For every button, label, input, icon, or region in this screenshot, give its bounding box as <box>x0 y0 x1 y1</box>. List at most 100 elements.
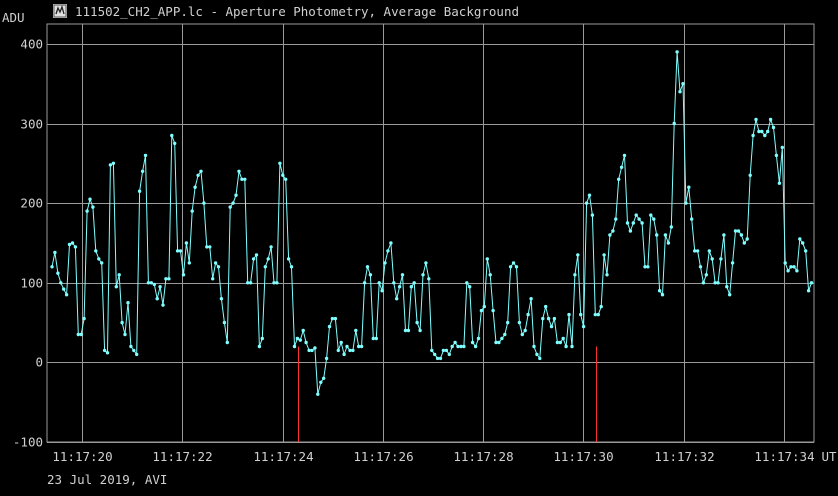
data-point <box>161 303 165 307</box>
data-point <box>555 340 560 345</box>
data-point <box>135 352 139 357</box>
data-point <box>479 308 484 313</box>
data-point <box>327 324 332 329</box>
data-point <box>801 241 805 245</box>
data-point <box>205 245 209 249</box>
data-point <box>774 153 779 158</box>
data-point <box>806 289 811 293</box>
data-point <box>149 281 153 285</box>
data-point <box>94 249 98 253</box>
x-tick-label: 11:17:20 <box>52 449 112 464</box>
data-point <box>406 328 411 333</box>
data-point <box>167 277 171 281</box>
data-point <box>681 82 685 86</box>
data-point <box>637 217 641 221</box>
data-point <box>403 328 408 333</box>
data-point <box>684 201 688 205</box>
data-point <box>579 312 583 317</box>
data-point <box>272 281 276 285</box>
data-point <box>251 257 256 261</box>
data-point <box>792 265 796 269</box>
data-point <box>184 241 189 245</box>
data-point <box>79 332 83 337</box>
data-point <box>763 133 767 138</box>
data-point <box>202 201 206 205</box>
data-point <box>263 265 267 269</box>
data-point <box>634 213 638 217</box>
data-point <box>336 348 340 353</box>
data-point <box>170 133 174 138</box>
data-point <box>760 129 764 134</box>
data-point <box>608 233 612 237</box>
data-point <box>459 344 463 349</box>
data-point <box>243 177 247 181</box>
data-point <box>175 249 180 253</box>
data-point <box>517 320 522 325</box>
data-point <box>757 129 761 134</box>
data-point <box>783 261 787 265</box>
data-point <box>669 225 673 229</box>
data-point <box>187 261 191 265</box>
data-point <box>786 269 790 273</box>
data-point <box>538 356 542 361</box>
data-point <box>97 257 101 261</box>
data-point <box>444 348 449 353</box>
data-point <box>529 297 533 301</box>
data-point <box>549 324 554 329</box>
data-point <box>301 328 305 333</box>
data-point <box>701 281 706 285</box>
data-point <box>655 233 659 237</box>
data-point <box>260 336 264 341</box>
data-point <box>304 340 308 345</box>
data-point <box>392 281 396 285</box>
data-point <box>698 265 703 269</box>
data-point <box>292 344 297 349</box>
data-point <box>275 281 279 285</box>
data-point <box>693 249 697 253</box>
lightcurve-app-icon[interactable] <box>53 4 67 18</box>
data-point <box>316 392 320 396</box>
data-point <box>225 340 229 345</box>
data-point <box>599 304 603 309</box>
data-point <box>649 213 653 217</box>
data-point <box>108 163 113 167</box>
data-point <box>652 217 656 221</box>
data-point <box>362 281 367 285</box>
data-point <box>76 332 81 337</box>
data-point <box>704 273 708 277</box>
data-point <box>368 273 373 277</box>
data-point <box>456 344 460 349</box>
data-point <box>339 340 343 345</box>
data-point <box>666 241 671 245</box>
data-point <box>716 281 720 285</box>
data-point <box>120 320 124 325</box>
data-point <box>465 281 469 285</box>
data-point <box>357 344 361 349</box>
data-point <box>386 249 390 253</box>
data-point <box>178 249 183 253</box>
data-point <box>485 257 489 261</box>
data-point <box>514 265 519 269</box>
data-point <box>453 340 457 345</box>
data-point <box>295 336 300 341</box>
data-point <box>333 316 338 321</box>
data-point <box>710 257 714 261</box>
data-point <box>754 117 758 122</box>
data-point <box>137 189 142 193</box>
data-point <box>771 125 776 130</box>
data-point <box>123 332 127 337</box>
data-point <box>257 344 262 349</box>
data-point <box>730 261 735 265</box>
x-tick-label: 11:17:32 <box>654 449 714 464</box>
data-point <box>707 249 711 253</box>
data-point <box>100 261 104 265</box>
data-point <box>53 250 57 255</box>
data-point <box>421 273 425 277</box>
data-point <box>573 273 577 277</box>
data-point <box>672 121 676 126</box>
data-point <box>228 205 232 209</box>
event-markers <box>298 346 597 442</box>
data-point <box>687 185 691 189</box>
data-point <box>409 285 413 289</box>
data-point <box>158 285 162 289</box>
